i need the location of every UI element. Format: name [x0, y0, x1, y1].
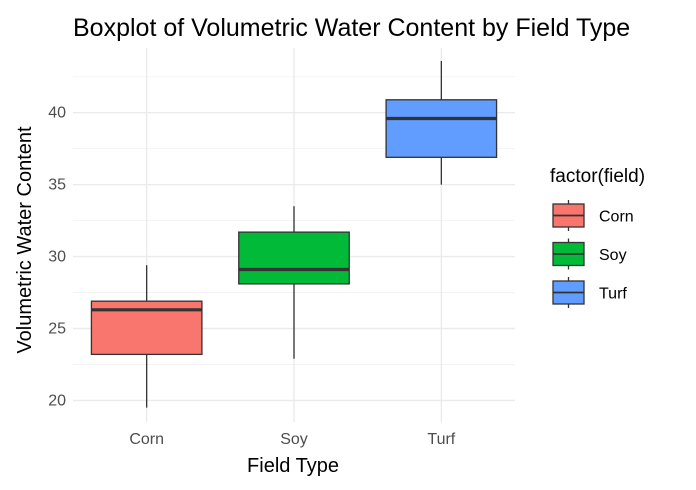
iqr-box: [385, 99, 498, 158]
boxes: [90, 60, 498, 408]
x-tick-labels: Corn Soy Turf: [129, 431, 455, 448]
box-turf: [385, 60, 498, 185]
legend-label: Turf: [599, 286, 627, 303]
box-corn: [90, 265, 203, 408]
y-tick-label: 40: [48, 105, 66, 122]
x-tick-label: Turf: [427, 431, 455, 448]
y-tick-label: 20: [48, 392, 66, 409]
legend: factor(field) Corn Soy Turf: [550, 166, 645, 308]
x-tick-label: Corn: [129, 431, 164, 448]
y-tick-label: 25: [48, 321, 66, 338]
x-tick-label: Soy: [280, 431, 308, 448]
legend-label: Corn: [599, 209, 634, 226]
legend-title: factor(field): [550, 166, 645, 187]
y-axis-title: Volumetric Water Content: [14, 126, 36, 354]
legend-item-turf: Turf: [552, 277, 627, 308]
legend-item-corn: Corn: [552, 200, 634, 231]
y-tick-label: 35: [48, 177, 66, 194]
iqr-box: [238, 231, 350, 285]
chart-title: Boxplot of Volumetric Water Content by F…: [73, 14, 630, 42]
x-axis-title: Field Type: [247, 455, 339, 477]
y-tick-label: 30: [48, 249, 66, 266]
legend-item-soy: Soy: [552, 238, 627, 270]
box-soy: [238, 206, 350, 359]
legend-label: Soy: [599, 247, 627, 264]
y-tick-labels: 20 25 30 35 40: [48, 105, 66, 410]
